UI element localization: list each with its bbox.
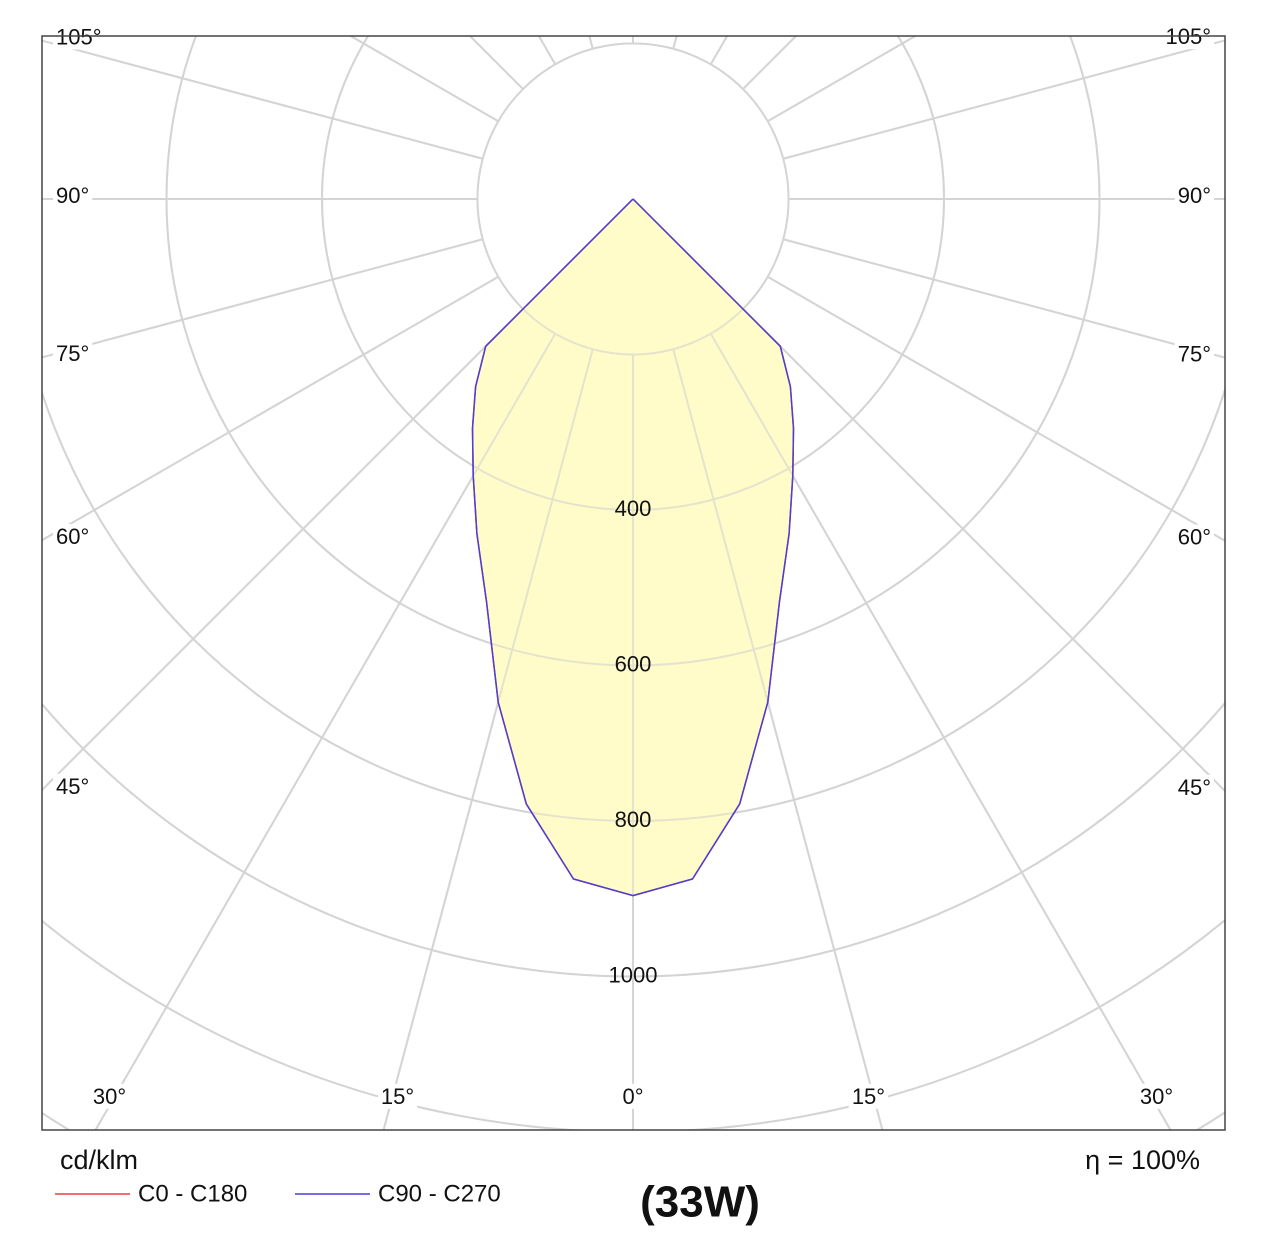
label-bg xyxy=(1136,1083,1177,1109)
angle-label: 60° xyxy=(1178,525,1211,550)
radial-line xyxy=(742,308,1225,793)
label-bg xyxy=(53,24,105,50)
frame xyxy=(41,35,1226,1131)
radial-line xyxy=(42,39,484,160)
label-bg xyxy=(1174,182,1214,208)
label-bg xyxy=(53,341,93,367)
radial-line xyxy=(782,39,1225,160)
r-tick-label: 600 xyxy=(615,651,652,676)
label-bg xyxy=(377,1083,418,1109)
radial-line xyxy=(42,308,524,792)
label-bg xyxy=(53,524,93,550)
label-bg xyxy=(53,773,93,799)
r-tick-label: 800 xyxy=(615,807,652,832)
angle-label: 105° xyxy=(56,24,102,49)
legend-label: C0 - C180 xyxy=(138,1180,247,1207)
angle-label: 30° xyxy=(93,1084,126,1109)
radial-line xyxy=(767,36,918,123)
label-bg xyxy=(848,1083,889,1109)
chart-title: (33W) xyxy=(640,1178,760,1227)
efficiency-label: η = 100% xyxy=(1085,1145,1200,1175)
label-bg xyxy=(1174,524,1214,550)
angle-label: 15° xyxy=(852,1084,885,1109)
r-tick-label: 1000 xyxy=(609,962,658,987)
radial-line xyxy=(382,348,594,1130)
radial-line xyxy=(42,275,499,542)
angle-label: 15° xyxy=(381,1084,414,1109)
label-bg xyxy=(619,1083,647,1109)
intensity-curve xyxy=(471,198,795,897)
angle-label: 60° xyxy=(56,524,89,549)
angle-label: 90° xyxy=(1178,183,1211,208)
angle-label: 45° xyxy=(56,774,89,799)
legend: C0 - C180 C90 - C270 xyxy=(55,1180,501,1207)
radial-line xyxy=(709,333,1172,1130)
radial-line xyxy=(767,275,1225,542)
angle-label: 0° xyxy=(622,1084,643,1109)
label-bg xyxy=(1174,774,1214,800)
radial-line xyxy=(42,238,484,359)
angle-label: 45° xyxy=(1178,775,1211,800)
angle-label: 30° xyxy=(1140,1084,1173,1109)
labels: 400 600 800 1000 0° 15° 15° 30° 30° 45° 45° 60° 60° 7… xyxy=(53,24,1214,1109)
label-bg xyxy=(89,1083,130,1109)
radial-line xyxy=(94,333,557,1130)
legend-label: C90 - C270 xyxy=(378,1180,501,1207)
angle-label: 90° xyxy=(56,183,89,208)
radial-line xyxy=(348,36,499,123)
label-bg xyxy=(1174,341,1214,367)
radial-line xyxy=(782,238,1225,359)
r-tick-label: 400 xyxy=(615,496,652,521)
unit-label: cd/klm xyxy=(60,1145,138,1175)
radial-line xyxy=(672,348,884,1130)
angle-label: 75° xyxy=(1178,341,1211,366)
angle-label: 75° xyxy=(56,341,89,366)
label-bg xyxy=(53,182,93,208)
